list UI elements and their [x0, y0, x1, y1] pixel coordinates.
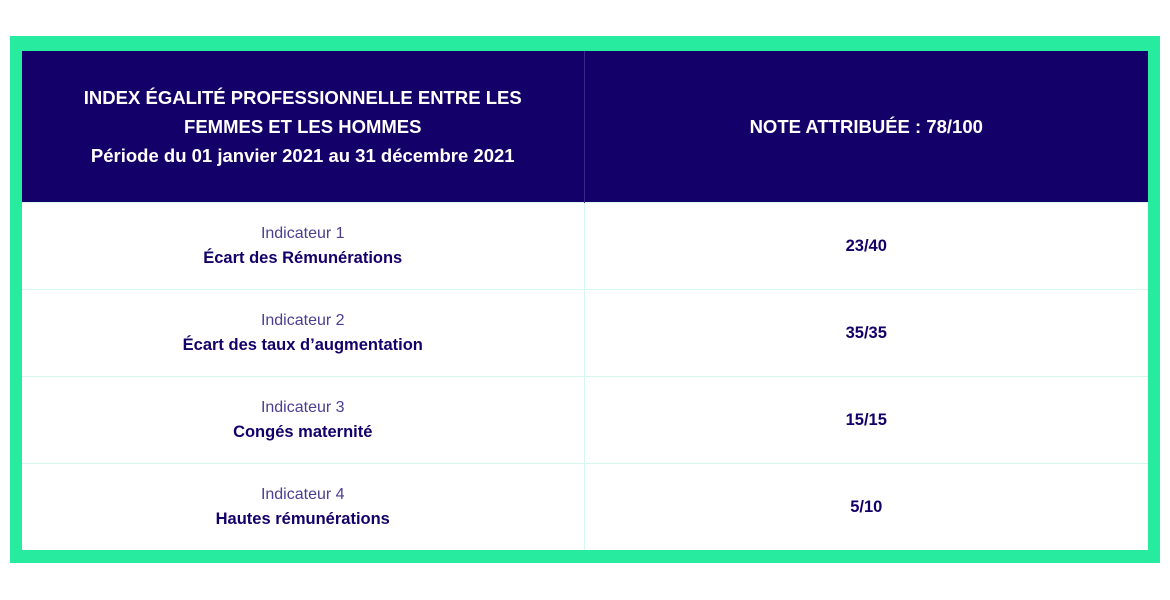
- indicator-label: Indicateur 2: [260, 312, 345, 329]
- score-cell: 35/35: [584, 289, 1148, 377]
- header-note-cell: NOTE ATTRIBUÉE : 78/100: [584, 51, 1148, 203]
- table-row: Indicateur 4 Hautes rémunérations 5/10: [22, 463, 1148, 550]
- indicator-cell: Indicateur 1 Écart des Rémunérations: [22, 202, 585, 290]
- indicator-cell: Indicateur 4 Hautes rémunérations: [22, 463, 585, 550]
- indicator-title: Hautes rémunérations: [215, 510, 390, 528]
- indicator-score: 15/15: [845, 410, 887, 429]
- total-note: NOTE ATTRIBUÉE : 78/100: [749, 116, 983, 137]
- score-cell: 5/10: [584, 463, 1148, 550]
- score-cell: 23/40: [584, 202, 1148, 290]
- indicator-label: Indicateur 4: [260, 486, 345, 503]
- indicator-score: 23/40: [845, 236, 887, 255]
- index-egalite-frame: INDEX ÉGALITÉ PROFESSIONNELLE ENTRE LES …: [10, 36, 1160, 563]
- table-row: Indicateur 3 Congés maternité 15/15: [22, 376, 1148, 464]
- indicator-label: Indicateur 1: [260, 225, 345, 242]
- indicator-cell: Indicateur 3 Congés maternité: [22, 376, 585, 464]
- indicator-score: 5/10: [850, 497, 883, 516]
- indicator-title: Écart des Rémunérations: [203, 249, 403, 267]
- header-title-line2: FEMMES ET LES HOMMES: [184, 116, 422, 137]
- indicator-label: Indicateur 3: [260, 399, 345, 416]
- header-title-cell: INDEX ÉGALITÉ PROFESSIONNELLE ENTRE LES …: [22, 51, 585, 203]
- score-cell: 15/15: [584, 376, 1148, 464]
- indicator-title: Écart des taux d’augmentation: [182, 336, 423, 354]
- indicator-score: 35/35: [845, 323, 887, 342]
- indicator-title: Congés maternité: [233, 423, 373, 441]
- index-table: INDEX ÉGALITÉ PROFESSIONNELLE ENTRE LES …: [22, 51, 1148, 550]
- indicator-cell: Indicateur 2 Écart des taux d’augmentati…: [22, 289, 585, 377]
- table-row: Indicateur 1 Écart des Rémunérations 23/…: [22, 202, 1148, 290]
- table-row: Indicateur 2 Écart des taux d’augmentati…: [22, 289, 1148, 377]
- header-row: INDEX ÉGALITÉ PROFESSIONNELLE ENTRE LES …: [22, 51, 1148, 203]
- header-title-line1: INDEX ÉGALITÉ PROFESSIONNELLE ENTRE LES: [83, 87, 522, 108]
- header-period: Période du 01 janvier 2021 au 31 décembr…: [90, 145, 515, 166]
